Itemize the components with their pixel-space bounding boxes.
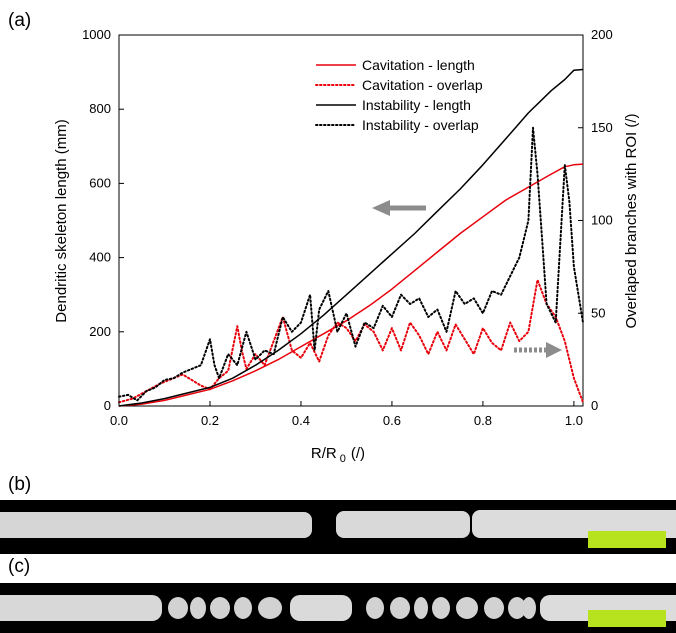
x-tick-label: 1.0 (565, 413, 583, 428)
x-tick-label: 0.4 (292, 413, 310, 428)
micrograph-c (0, 583, 676, 633)
droplet (366, 597, 384, 619)
legend-label-0: Cavitation - length (362, 57, 475, 73)
y-left-tick-label: 200 (89, 324, 111, 339)
plot-border (118, 34, 584, 407)
panel-label-a: (a) (8, 10, 32, 31)
x-axis-label-main: R/R (311, 445, 337, 462)
arrows (372, 200, 562, 358)
x-axis-label: R/R 0 (/) (311, 445, 365, 465)
droplet (484, 597, 504, 619)
micrograph-b (0, 500, 676, 554)
plot-frame (118, 34, 584, 407)
legend-label-2: Instability - length (362, 97, 471, 113)
channel-segment (336, 511, 470, 538)
x-axis-label-sub: 0 (340, 453, 346, 465)
series-line-0 (118, 163, 584, 407)
chart-area: 0.0 0.2 0.4 0.6 0.8 1.00200400600800100005010… (53, 27, 640, 465)
y-axis-left-label: Dendritic skeleton length (mm) (53, 119, 70, 322)
droplet (258, 597, 282, 619)
y-right-tick-label: 50 (591, 305, 605, 320)
droplet (234, 597, 252, 619)
panel-label-b: (b) (8, 474, 32, 495)
series-layer (118, 68, 584, 407)
y-left-tick-label: 800 (89, 101, 111, 116)
channel-segment (0, 595, 162, 621)
left-axis-arrow-head (372, 200, 390, 216)
ticks-layer: 0.0 0.2 0.4 0.6 0.8 1.0 0 200 400 600 800 1000 0 50 10… (82, 27, 613, 428)
droplet (432, 597, 450, 619)
x-axis-label-unit: (/) (351, 445, 365, 462)
droplet (456, 597, 478, 619)
panel-label-c: (c) (8, 556, 31, 577)
y-right-tick-label: 150 (591, 120, 613, 135)
channel-segment (290, 595, 352, 621)
series-line-1 (118, 278, 584, 404)
scale-bar (588, 531, 666, 548)
x-tick-label: 0.6 (383, 413, 401, 428)
y-left-tick-label: 0 (104, 398, 111, 413)
y-axis-right-label: Overlaped branches with ROI (/) (623, 113, 640, 328)
series-line-2 (118, 68, 584, 407)
y-right-tick-label: 0 (591, 398, 598, 413)
y-right-tick-label: 100 (591, 213, 613, 228)
droplet (522, 597, 536, 619)
x-tick-label: 0.2 (201, 413, 219, 428)
legend-label-3: Instability - overlap (362, 117, 479, 133)
y-left-tick-label: 400 (89, 250, 111, 265)
droplet (414, 597, 428, 619)
droplet (390, 597, 410, 619)
x-tick-label: 0.8 (474, 413, 492, 428)
y-left-tick-label: 1000 (82, 27, 111, 42)
x-tick-label: 0.0 (110, 413, 128, 428)
channel-segment (0, 512, 312, 538)
droplet (190, 597, 206, 619)
legend: Cavitation - length Cavitation - overlap I… (315, 57, 483, 133)
droplet (210, 597, 230, 619)
series-line-3 (118, 126, 584, 402)
droplet (508, 597, 526, 619)
right-axis-arrow-head (546, 342, 562, 358)
scale-bar (588, 610, 666, 627)
legend-label-1: Cavitation - overlap (362, 77, 483, 93)
y-right-tick-label: 200 (591, 27, 613, 42)
y-left-tick-label: 600 (89, 175, 111, 190)
droplet (168, 597, 188, 619)
